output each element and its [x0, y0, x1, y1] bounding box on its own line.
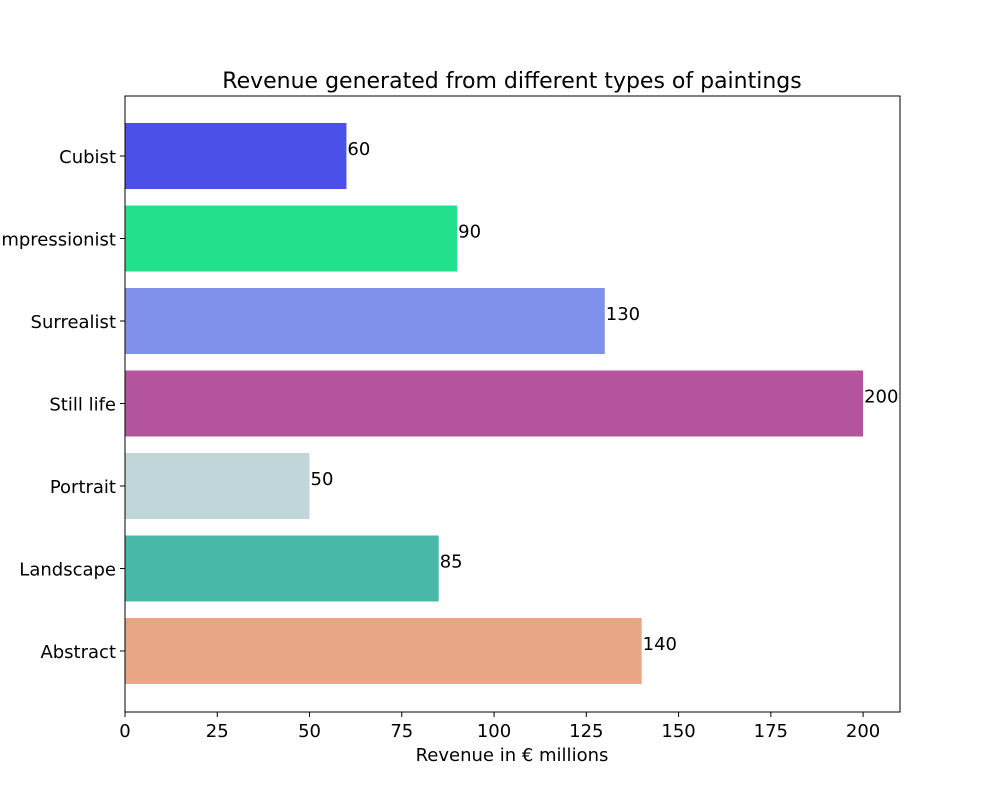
- y-tick-label-still-life: Still life: [49, 395, 116, 416]
- data-label-abstract: 140: [643, 634, 677, 655]
- x-axis-label: Revenue in € millions: [416, 745, 609, 766]
- data-label-impressionist: 90: [458, 222, 481, 243]
- y-tick-label-portrait: Portrait: [50, 477, 116, 498]
- y-tick-label-cubist: Cubist: [59, 147, 116, 168]
- data-labels-layer: 140 85 50 200 130 90 60: [311, 139, 899, 655]
- plot-area-frame: [124, 95, 901, 713]
- y-tick-label-impressionist: Impressionist: [0, 230, 116, 251]
- x-tick-label-125: 125: [569, 721, 603, 742]
- x-tick-label-175: 175: [754, 721, 788, 742]
- x-tick-label-100: 100: [477, 721, 511, 742]
- y-tick-label-surrealist: Surrealist: [31, 312, 116, 333]
- data-label-landscape: 85: [440, 552, 463, 573]
- data-label-portrait: 50: [311, 469, 334, 490]
- y-axis-ticks: Abstract Landscape Portrait Still life Surre…: [0, 147, 125, 663]
- x-tick-label-75: 75: [390, 721, 413, 742]
- data-label-surrealist: 130: [606, 304, 640, 325]
- bars-layer: [125, 123, 864, 684]
- bar-impressionist: [125, 205, 458, 272]
- bar-surrealist: [125, 288, 605, 354]
- x-tick-label-200: 200: [846, 721, 880, 742]
- bar-still-life: [125, 370, 864, 437]
- x-tick-label-0: 0: [119, 721, 130, 742]
- chart-title: Revenue generated from different types o…: [222, 69, 801, 94]
- data-label-still-life: 200: [864, 387, 898, 408]
- bar-landscape: [125, 535, 439, 602]
- bar-abstract: [125, 618, 642, 684]
- bar-portrait: [125, 453, 310, 519]
- x-tick-label-150: 150: [661, 721, 695, 742]
- y-tick-label-landscape: Landscape: [19, 560, 116, 581]
- x-tick-label-25: 25: [206, 721, 229, 742]
- x-axis-ticks: 0 25 50 75 100 125 150 175 200: [119, 712, 880, 742]
- bar-cubist: [125, 123, 347, 189]
- data-label-cubist: 60: [347, 139, 370, 160]
- y-tick-label-abstract: Abstract: [40, 642, 116, 663]
- x-tick-label-50: 50: [298, 721, 321, 742]
